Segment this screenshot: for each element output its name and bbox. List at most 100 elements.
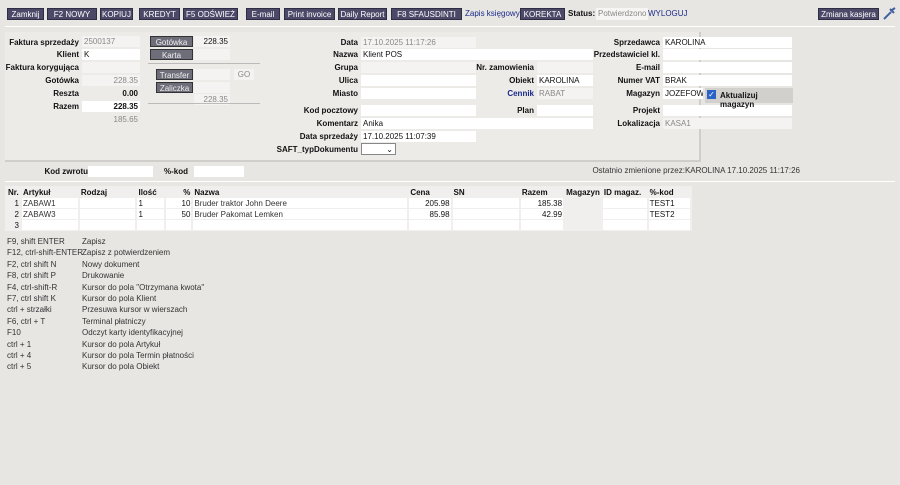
reszta-input[interactable]: 0.00 (82, 88, 140, 99)
klient-input[interactable]: K (82, 49, 140, 60)
shortcut-description: Drukowanie (82, 271, 125, 281)
toolbar-button-5[interactable]: E-mail (246, 8, 280, 20)
pay-sum-input[interactable]: 228.35 (194, 94, 230, 105)
toolbar-button-0[interactable]: Zamknij (7, 8, 44, 20)
table-cell[interactable] (79, 209, 136, 219)
vat-input[interactable]: BRAK (663, 75, 792, 86)
zaliczka-button[interactable]: Zaliczka (156, 82, 193, 93)
shortcut-key: F2, ctrl shift N (7, 259, 57, 269)
table-cell[interactable] (79, 198, 136, 208)
status-value: Potwierdzono (596, 8, 649, 20)
table-cell[interactable]: 10 (166, 198, 192, 208)
transfer-button[interactable]: Transfer (156, 69, 193, 80)
table-cell[interactable] (602, 220, 647, 230)
razem-input[interactable]: 228.35 (82, 101, 140, 112)
lokalizacja-label: Lokalizacja (617, 119, 660, 128)
table-cell[interactable] (193, 220, 408, 230)
kod-input[interactable] (361, 105, 476, 116)
table-cell[interactable] (409, 220, 451, 230)
status-label: Status: (568, 9, 596, 18)
toolbar-button-7[interactable]: Daily Report (338, 8, 387, 20)
karta-input[interactable] (194, 49, 230, 60)
faktura-input[interactable]: 2500137 (82, 36, 140, 47)
grupa-input[interactable] (361, 62, 476, 73)
aktualizuj-magazyn-checkbox[interactable]: ✓ Aktualizuj magazyn (705, 88, 793, 109)
table-cell[interactable] (79, 220, 136, 230)
table-cell[interactable] (565, 198, 601, 208)
table-cell[interactable]: Bruder traktor John Deere (193, 198, 408, 208)
sprzedawca-input[interactable]: KAROLINA (663, 37, 792, 48)
table-cell[interactable] (602, 198, 647, 208)
obiekt-input[interactable]: KAROLINA (537, 75, 593, 86)
nrzam-input[interactable] (537, 62, 593, 73)
toolbar-button-6[interactable]: Print invoice (284, 8, 335, 20)
plan-input[interactable] (537, 105, 593, 116)
table-cell[interactable] (565, 220, 601, 230)
projekt-input[interactable] (663, 105, 792, 116)
miasto-input[interactable] (361, 88, 476, 99)
table-cell[interactable] (520, 220, 564, 230)
table-cell[interactable]: Bruder Pakomat Lemken (193, 209, 408, 219)
table-cell[interactable] (137, 220, 165, 230)
ulica-input[interactable] (361, 75, 476, 86)
extra-input[interactable]: 185.65 (113, 115, 138, 124)
korygujaca-input[interactable] (82, 62, 140, 73)
data-input[interactable]: 17.10.2025 11:17:26 (361, 37, 476, 48)
cennik-input[interactable]: RABAT (537, 88, 593, 99)
zmiana-kasjera-button[interactable]: Zmiana kasjera (818, 8, 879, 20)
datasp-input[interactable]: 17.10.2025 11:07:39 (361, 131, 476, 142)
table-cell[interactable]: 185.38 (520, 198, 564, 208)
toolbar-button-2[interactable]: KOPIUJ (100, 8, 133, 20)
korekta-button[interactable]: KOREKTA (520, 8, 565, 20)
shortcut-key: ctrl + 4 (7, 351, 32, 360)
table-cell[interactable] (565, 209, 601, 219)
table-cell[interactable]: TEST1 (648, 198, 690, 208)
table-cell[interactable] (648, 220, 690, 230)
email-input[interactable] (663, 62, 792, 73)
kod-input[interactable] (194, 166, 244, 177)
plan-label: Plan (517, 106, 534, 115)
table-cell[interactable] (166, 220, 192, 230)
table-cell[interactable] (21, 220, 78, 230)
gotowka-button[interactable]: Gotówka (150, 36, 193, 47)
column-header: Nazwa (194, 187, 220, 197)
gotowka-input[interactable]: 228.35 (82, 75, 140, 86)
komentarz-input[interactable]: Anika (361, 118, 593, 129)
ulica-label: Ulica (338, 76, 358, 85)
shortcut-description: Terminal płatniczy (82, 316, 146, 326)
table-cell[interactable]: 1 (137, 209, 165, 219)
toolbar-button-3[interactable]: KREDYT (139, 8, 180, 20)
table-cell[interactable] (452, 198, 519, 208)
table-cell[interactable]: ZABAW3 (21, 209, 78, 219)
table-cell[interactable]: 1 (137, 198, 165, 208)
table-cell[interactable]: 50 (166, 209, 192, 219)
table-cell[interactable] (452, 220, 519, 230)
zapis-ksiegowy-link[interactable]: Zapis księgowy (465, 9, 520, 18)
table-cell[interactable] (602, 209, 647, 219)
table-cell[interactable]: 205.98 (409, 198, 451, 208)
przedst-input[interactable] (663, 49, 792, 60)
saft-select[interactable]: ⌄ (361, 143, 396, 155)
tools-icon[interactable] (882, 7, 896, 21)
toolbar-button-4[interactable]: F5 ODŚWIEŻ (183, 8, 238, 20)
table-cell[interactable]: TEST2 (648, 209, 690, 219)
table-cell[interactable]: 42.99 (520, 209, 564, 219)
table-cell: 1 (14, 198, 19, 208)
kod-zwrotu-input[interactable] (88, 166, 153, 177)
nazwa-input[interactable]: Klient POS (361, 49, 593, 60)
toolbar-button-8[interactable]: F8 SFAUSDINTI (391, 8, 462, 20)
go-button[interactable]: GO (234, 69, 254, 80)
lokalizacja-input[interactable]: KASA1 (663, 118, 792, 129)
faktura-label: Faktura sprzedaży (9, 38, 79, 47)
gotowka-pay-input[interactable]: 228.35 (194, 36, 230, 47)
transfer-input[interactable] (194, 69, 230, 80)
table-cell: 2 (14, 209, 19, 219)
zaliczka-input[interactable] (194, 82, 230, 93)
toolbar-button-1[interactable]: F2 NOWY (47, 8, 97, 20)
table-cell[interactable]: ZABAW1 (21, 198, 78, 208)
magazyn-input[interactable]: JOZEFOW (663, 88, 703, 99)
table-cell[interactable] (452, 209, 519, 219)
table-cell[interactable]: 85.98 (409, 209, 451, 219)
karta-button[interactable]: Karta (150, 49, 193, 60)
wyloguj-link[interactable]: WYLOGUJ (648, 9, 688, 18)
